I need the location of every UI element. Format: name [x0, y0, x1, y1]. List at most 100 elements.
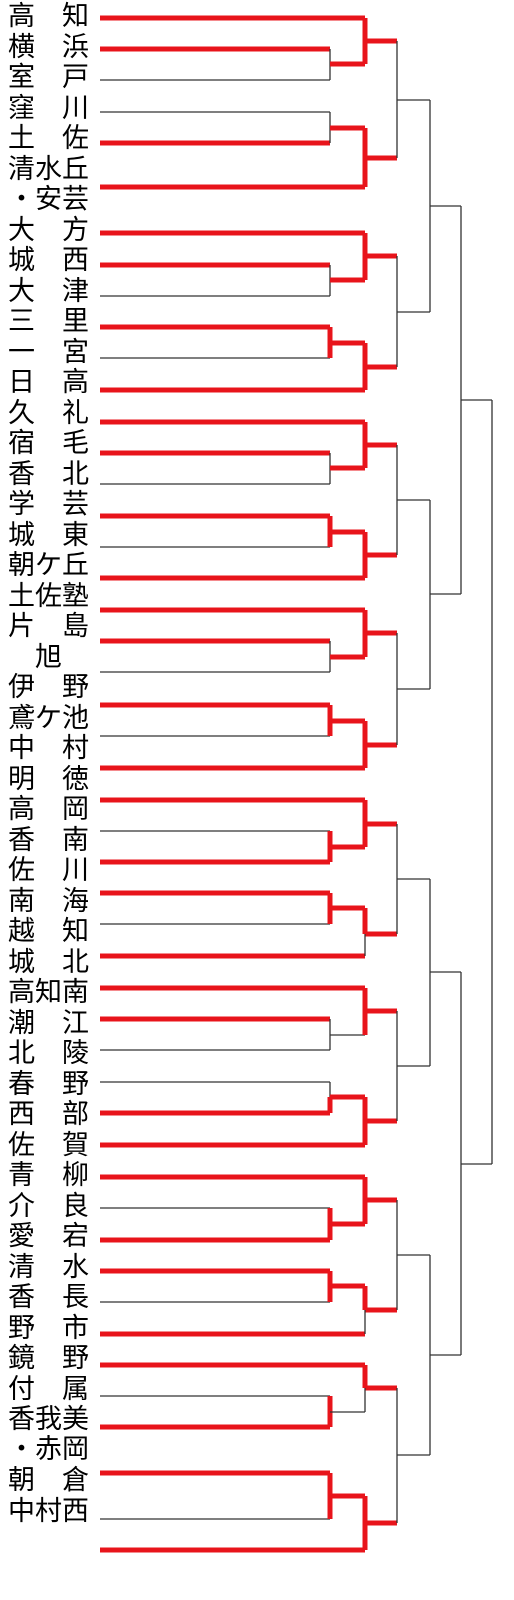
team-name: 清 水	[8, 1251, 104, 1283]
team-name: 日 高	[8, 368, 104, 398]
team-name-text: 潮 江	[8, 1007, 89, 1039]
team-name: 潮 江	[8, 1007, 104, 1039]
team-name: 介 良	[8, 1190, 104, 1222]
team-name-text: 窪 川	[8, 92, 89, 124]
team-name: 西 部	[8, 1100, 104, 1130]
team-name: 一 宮	[8, 336, 104, 368]
team-name: 青 柳	[8, 1161, 104, 1191]
team-name: 中 村	[8, 734, 104, 764]
team-name-text: 高 岡	[8, 794, 89, 825]
team-name: 三 里	[8, 307, 104, 337]
team-name-text: 付 属	[8, 1373, 89, 1405]
team-name: 野 市	[8, 1312, 104, 1344]
team-name-text: 城 東	[8, 519, 89, 551]
team-name: 愛 宕	[8, 1222, 104, 1252]
team-name: 越 知	[8, 917, 104, 947]
team-name: 大 方	[8, 214, 104, 246]
team-name: 大 津	[8, 275, 104, 307]
team-name-text: 南 海	[8, 885, 89, 917]
team-name: 明 徳	[8, 763, 104, 795]
team-name: 旭	[8, 641, 104, 673]
team-name: 久 礼	[8, 397, 104, 429]
team-name-text: 一 宮	[8, 336, 89, 368]
team-name-text: 室 戸	[8, 62, 89, 93]
team-name-text: 城 北	[8, 946, 89, 978]
team-name-text: 北 陵	[8, 1038, 89, 1069]
team-name: 香 南	[8, 824, 104, 856]
team-name-text: 朝 倉	[8, 1465, 89, 1496]
team-name: 城 東	[8, 519, 104, 551]
team-name-text: 朝ケ丘	[8, 550, 89, 581]
team-name: 鳶ケ池	[8, 702, 104, 734]
team-name-text: 土佐塾	[8, 580, 89, 612]
team-name: 窪 川	[8, 92, 104, 124]
team-name-text: 佐 賀	[8, 1129, 89, 1161]
team-name-text: 清 水	[8, 1251, 89, 1283]
team-name: 宿 毛	[8, 429, 104, 459]
team-name-text: 中村西	[8, 1495, 89, 1527]
team-name-text: 西 部	[8, 1099, 89, 1130]
team-name: 香 北	[8, 458, 104, 490]
team-name-text: 明 徳	[8, 763, 89, 795]
team-name: 南 海	[8, 885, 104, 917]
team-name: 春 野	[8, 1068, 104, 1100]
team-name-text: 土 佐	[8, 123, 89, 154]
team-name-text: 学 芸	[8, 489, 89, 520]
team-name-text: 香 長	[8, 1282, 89, 1313]
team-name-text: 香 北	[8, 458, 89, 490]
team-name: 北 陵	[8, 1039, 104, 1069]
team-name-text: 日 高	[8, 367, 89, 398]
team-list: 高 知横 浜室 戸窪 川土 佐清水丘 ・安芸大 方城 西大 津三 里一 宮日 高久…	[0, 0, 110, 1600]
team-name-text: 高知南	[8, 977, 89, 1008]
team-name-text: 大 津	[8, 275, 89, 307]
team-name-text: 片 島	[8, 611, 89, 642]
team-name: 清水丘 ・安芸	[8, 153, 104, 214]
team-name: 伊 野	[8, 673, 104, 703]
team-name: 香我美 ・赤岡	[8, 1404, 104, 1465]
team-name: 付 属	[8, 1373, 104, 1405]
team-name-text: 香 南	[8, 824, 89, 856]
team-name: 学 芸	[8, 490, 104, 520]
team-name-text: 三 里	[8, 306, 89, 337]
team-name: 城 西	[8, 246, 104, 276]
team-name-text: 大 方	[8, 214, 89, 246]
team-name-text: 野 市	[8, 1312, 89, 1344]
team-name-text: 旭	[8, 641, 62, 673]
team-name: 佐 賀	[8, 1129, 104, 1161]
team-name: 中村西	[8, 1495, 104, 1527]
team-name-text-line2: ・赤岡	[8, 1434, 89, 1465]
team-name-text: 鳶ケ池	[8, 702, 89, 734]
team-name-text: 久 礼	[8, 397, 89, 429]
team-name: 香 長	[8, 1283, 104, 1313]
team-name: 朝 倉	[8, 1466, 104, 1496]
team-name: 高 岡	[8, 795, 104, 825]
team-name: 高知南	[8, 978, 104, 1008]
team-name-text: 清水丘	[8, 153, 89, 185]
team-name-text: 伊 野	[8, 672, 89, 703]
team-name-text: 青 柳	[8, 1160, 89, 1191]
team-name-text: 高 知	[8, 1, 89, 32]
team-name: 鏡 野	[8, 1344, 104, 1374]
team-name: 城 北	[8, 946, 104, 978]
team-name-text: 春 野	[8, 1068, 89, 1100]
team-name-text: 愛 宕	[8, 1221, 89, 1252]
team-name: 土 佐	[8, 124, 104, 154]
team-name: 片 島	[8, 612, 104, 642]
team-name: 室 戸	[8, 63, 104, 93]
team-name-text: 香我美	[8, 1404, 89, 1435]
team-name-text: 城 西	[8, 245, 89, 276]
team-name: 高 知	[8, 2, 104, 32]
team-name: 横 浜	[8, 31, 104, 63]
team-name: 佐 川	[8, 856, 104, 886]
team-name-text-line2: ・安芸	[8, 183, 89, 215]
team-name-text: 中 村	[8, 733, 89, 764]
team-name-text: 鏡 野	[8, 1343, 89, 1374]
team-name: 朝ケ丘	[8, 551, 104, 581]
team-name: 土佐塾	[8, 580, 104, 612]
team-name-text: 佐 川	[8, 855, 89, 886]
team-name-text: 介 良	[8, 1190, 89, 1222]
team-name-text: 横 浜	[8, 31, 89, 63]
team-name-text: 越 知	[8, 916, 89, 947]
team-name-text: 宿 毛	[8, 428, 89, 459]
